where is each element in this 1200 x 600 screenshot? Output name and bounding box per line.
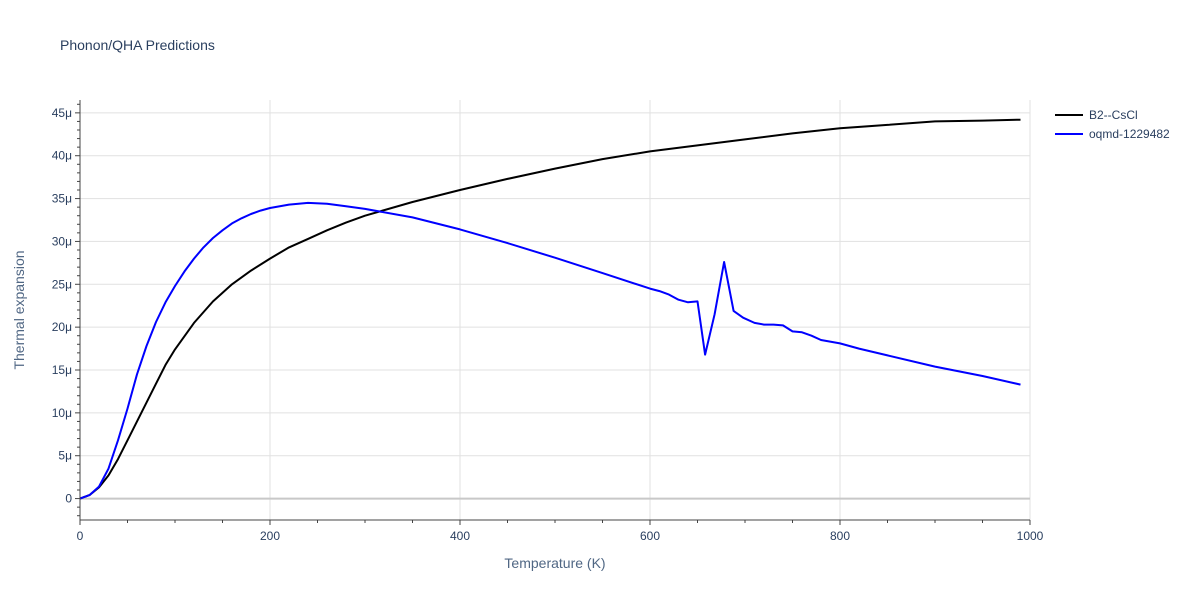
x-tick-label: 400: [450, 529, 470, 543]
series-line-1: [79, 118, 1021, 500]
x-tick-label: 1000: [1017, 529, 1044, 543]
x-tick-label: 0: [77, 529, 84, 543]
x-tick-label: 600: [640, 529, 660, 543]
grid-lines: [80, 100, 1031, 520]
legend[interactable]: B2--CsCl oqmd-1229482: [1055, 108, 1170, 141]
y-tick-label: 35μ: [52, 192, 72, 206]
y-tick-label: 40μ: [52, 149, 72, 163]
y-tick-label: 0: [65, 492, 72, 506]
plot-area: [79, 118, 1021, 500]
x-tick-label: 200: [260, 529, 280, 543]
legend-label: B2--CsCl: [1089, 108, 1138, 122]
y-tick-label: 30μ: [52, 234, 72, 248]
axes: 0 200 400 600 800 1000 0 5μ 10μ 15μ 20μ 25μ 30μ 35μ 40…: [52, 100, 1044, 543]
legend-item-1[interactable]: B2--CsCl: [1055, 108, 1138, 122]
y-tick-label: 15μ: [52, 363, 72, 377]
x-axis-title: Temperature (K): [504, 555, 605, 571]
y-tick-label: 45μ: [52, 106, 72, 120]
series-line-2: [79, 201, 1021, 500]
y-tick-label: 20μ: [52, 320, 72, 334]
chart-title: Phonon/QHA Predictions: [60, 37, 215, 53]
y-tick-label: 10μ: [52, 406, 72, 420]
y-tick-label: 5μ: [58, 449, 72, 463]
legend-label: oqmd-1229482: [1089, 127, 1170, 141]
legend-item-2[interactable]: oqmd-1229482: [1055, 127, 1170, 141]
y-axis-title: Thermal expansion: [11, 250, 27, 369]
y-tick-label: 25μ: [52, 277, 72, 291]
x-tick-label: 800: [830, 529, 850, 543]
